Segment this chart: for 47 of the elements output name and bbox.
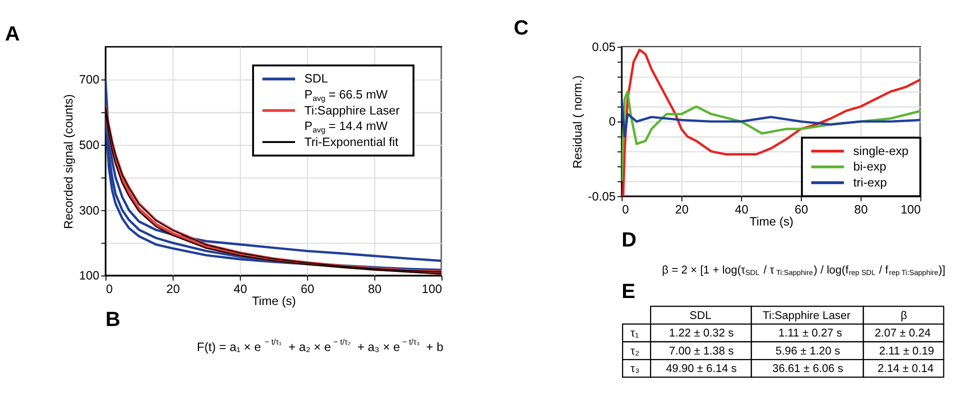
x-tick-label: 80 [854, 202, 868, 216]
x-tick-label: 0 [106, 282, 113, 296]
text: E [622, 280, 636, 303]
text: B [105, 308, 120, 331]
category-label: τ₁ [630, 328, 639, 340]
x-axis-title: Time (s) [749, 214, 794, 229]
text: 1.22 ± 0.32 s [669, 328, 734, 340]
y-axis-title: Recorded signal (counts) [62, 94, 76, 230]
category-label: τ₃ [630, 363, 640, 376]
x-tick-label: 60 [300, 282, 315, 296]
x-tick-label: 20 [675, 202, 689, 216]
chart-title: A [4, 22, 20, 46]
text: 2.07 ± 0.24 [874, 328, 931, 340]
text: 2.14 ± 0.14 [878, 363, 934, 376]
legend-label: Tri-Exponential fit [304, 134, 399, 149]
y-axis-title: Residual ( norm.) [570, 75, 584, 168]
x-tick-label: 40 [234, 282, 248, 296]
legend-label: bi-exp [853, 160, 887, 174]
category-label: Ti:Sapphire Laser [762, 310, 851, 322]
x-axis-title: Time (s) [252, 294, 296, 308]
text: 36.61 ± 6.06 s [772, 363, 844, 376]
y-tick-label: 300 [79, 203, 100, 218]
y-tick-label: 0.05 [592, 40, 616, 54]
text: 2.11 ± 0.19 [879, 345, 934, 358]
legend-label: single-exp [853, 144, 909, 158]
y-tick-label: 500 [79, 138, 100, 152]
category-label: β [900, 310, 908, 322]
x-tick-label: 60 [794, 202, 808, 216]
y-tick-label: 100 [79, 268, 100, 283]
x-tick-label: 100 [422, 282, 442, 296]
category-label: SDL [690, 310, 712, 322]
chart-title: C [514, 16, 529, 40]
x-tick-label: 100 [900, 202, 922, 216]
y-tick-label: 0 [608, 114, 616, 129]
x-tick-label: 40 [734, 202, 749, 216]
text: 1.11 ± 0.27 s [778, 328, 842, 340]
category-label: τ₂ [630, 345, 640, 358]
y-tick-label: -0.05 [588, 189, 616, 204]
text: 5.96 ± 1.20 s [775, 345, 840, 358]
x-tick-label: 80 [368, 282, 382, 296]
text: 49.90 ± 6.14 s [666, 363, 737, 376]
text: 7.00 ± 1.38 s [669, 345, 734, 358]
y-tick-label: 700 [79, 72, 100, 87]
x-tick-label: 0 [622, 202, 630, 216]
x-tick-label: 20 [166, 282, 180, 296]
text: D [622, 228, 636, 252]
legend-label: tri-exp [853, 175, 888, 190]
